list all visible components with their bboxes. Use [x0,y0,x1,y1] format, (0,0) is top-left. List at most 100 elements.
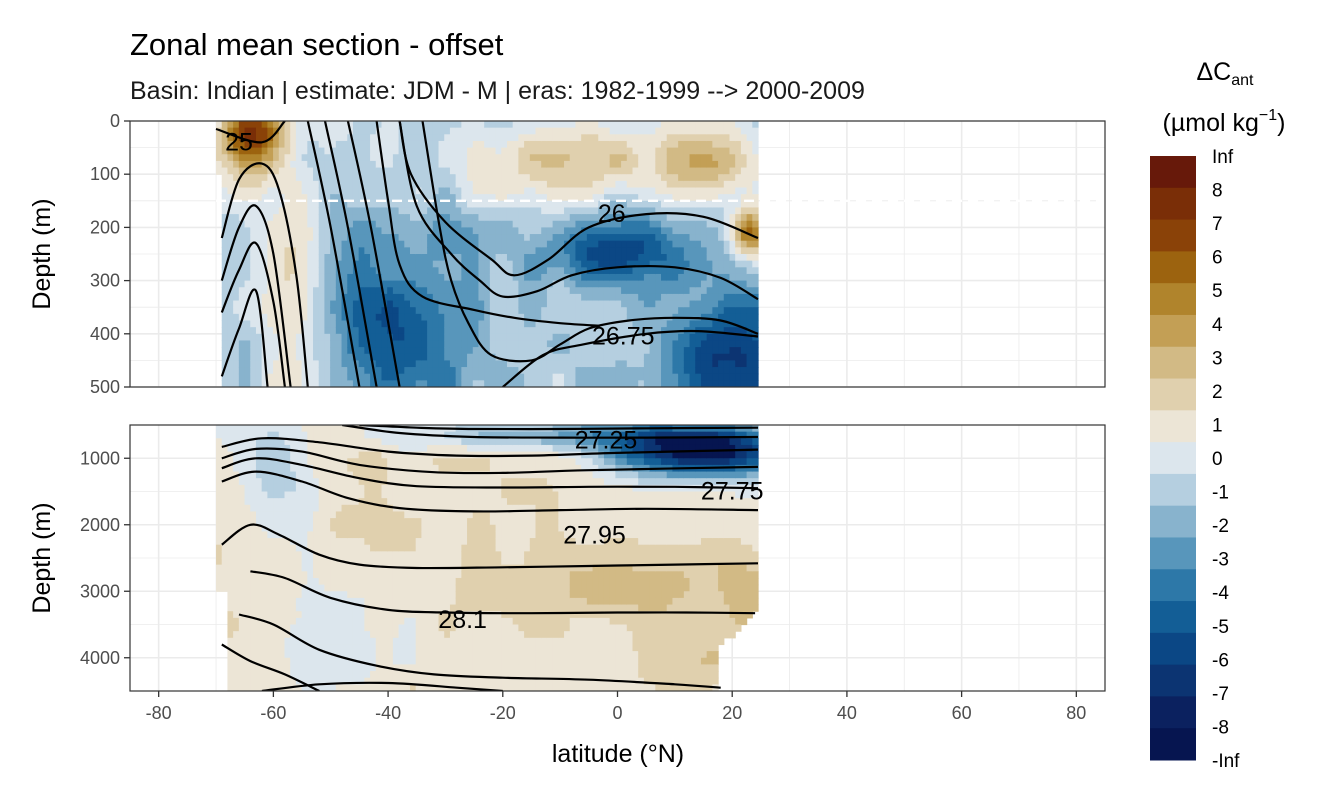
field-cell [262,301,268,308]
field-cell [319,281,325,288]
field-cell [684,168,690,175]
field-cell [598,174,604,181]
field-cell [307,321,313,328]
field-cell [364,585,370,592]
field-cell [638,254,644,261]
field-cell [330,658,336,665]
field-cell [296,605,302,612]
field-cell [752,247,758,254]
field-cell [712,154,718,161]
field-cell [667,294,673,301]
field-cell [279,605,285,612]
field-cell [467,168,473,175]
field-cell [490,154,496,161]
field-cell [404,354,410,361]
field-cell [347,565,353,572]
field-cell [256,340,262,347]
field-cell [267,545,273,552]
field-cell [245,321,251,328]
field-cell [376,611,382,618]
field-cell [444,121,450,128]
field-cell [342,274,348,281]
field-cell [302,154,308,161]
field-cell [547,241,553,248]
field-cell [296,360,302,367]
field-cell [490,327,496,334]
field-cell [461,334,467,341]
field-cell [672,221,678,228]
field-cell [678,174,684,181]
field-cell [484,274,490,281]
field-cell [473,347,479,354]
field-cell [650,354,656,361]
field-cell [536,247,542,254]
field-cell [399,234,405,241]
field-cell [376,531,382,538]
field-cell [347,181,353,188]
field-cell [233,314,239,321]
field-cell [273,354,279,361]
field-cell [421,247,427,254]
field-cell [575,207,581,214]
field-cell [564,314,570,321]
field-cell [450,207,456,214]
field-cell [695,174,701,181]
field-cell [364,651,370,658]
field-cell [279,267,285,274]
field-cell [729,214,735,221]
field-cell [507,334,513,341]
field-cell [501,154,507,161]
field-cell [227,267,233,274]
field-cell [712,294,718,301]
field-cell [302,644,308,651]
field-cell [342,128,348,135]
field-cell [284,134,290,141]
field-cell [370,181,376,188]
field-cell [450,374,456,381]
field-cell [575,128,581,135]
field-cell [598,148,604,155]
field-cell [319,558,325,565]
field-cell [604,261,610,268]
field-cell [496,221,502,228]
field-cell [319,314,325,321]
field-cell [581,234,587,241]
field-cell [222,585,228,592]
field-cell [484,168,490,175]
field-cell [256,598,262,605]
field-cell [290,452,296,459]
field-cell [347,485,353,492]
field-cell [250,314,256,321]
field-cell [678,168,684,175]
field-cell [330,578,336,585]
field-cell [450,134,456,141]
field-cell [627,121,633,128]
field-cell [690,221,696,228]
field-cell [678,247,684,254]
field-cell [456,121,462,128]
field-cell [370,644,376,651]
field-cell [672,174,678,181]
field-cell [324,247,330,254]
field-cell [444,148,450,155]
field-cell [370,452,376,459]
field-cell [336,538,342,545]
field-cell [633,294,639,301]
field-cell [604,287,610,294]
field-cell [610,241,616,248]
field-cell [524,274,530,281]
field-cell [518,128,524,135]
field-cell [650,367,656,374]
field-cell [262,638,268,645]
field-cell [473,374,479,381]
field-cell [467,314,473,321]
field-cell [296,214,302,221]
field-cell [376,221,382,228]
field-cell [279,618,285,625]
field-cell [496,141,502,148]
field-cell [547,367,553,374]
field-cell [575,367,581,374]
field-cell [524,241,530,248]
field-cell [347,571,353,578]
field-cell [752,301,758,308]
